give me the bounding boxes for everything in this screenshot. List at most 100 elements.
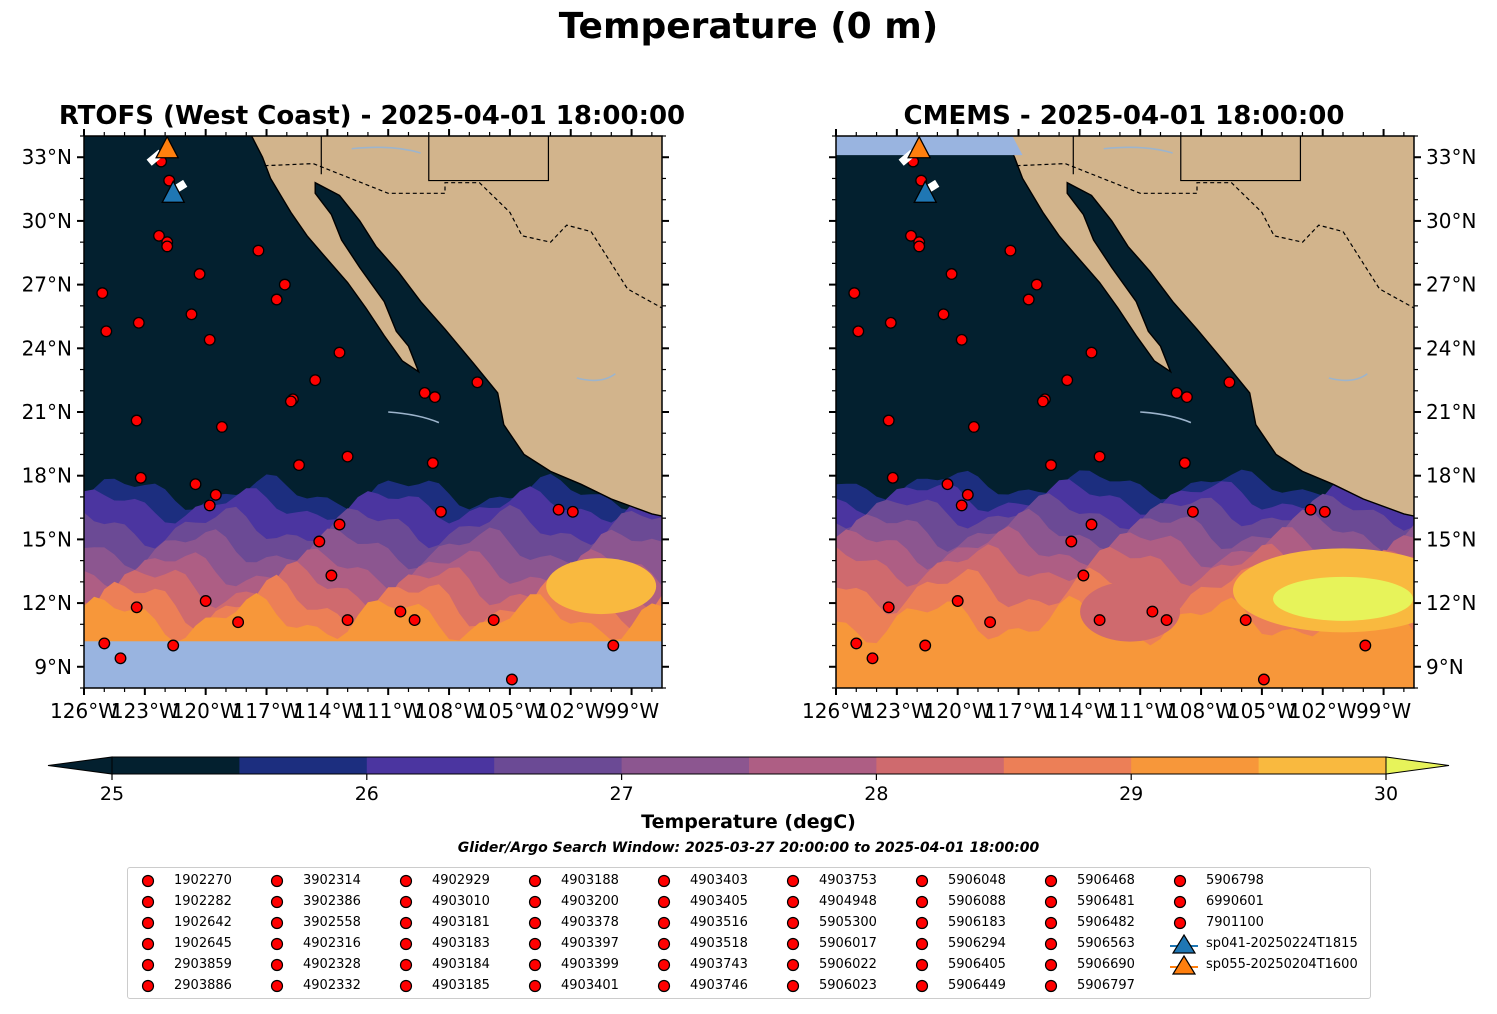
argo-float-marker (1180, 391, 1193, 404)
colorbar-segment (494, 757, 623, 774)
state-border (320, 136, 550, 182)
legend-item: 4902316 (267, 933, 361, 954)
land (250, 136, 662, 517)
eddy-patch (1080, 581, 1181, 642)
legend-item: 1902645 (138, 933, 232, 954)
argo-float-marker (232, 616, 245, 629)
legend-item: 1902282 (138, 891, 232, 912)
argo-float-marker (1160, 614, 1173, 627)
x-tick-label: 102°W (537, 699, 605, 723)
legend-item: 5906690 (1041, 954, 1135, 975)
no-data-region (836, 136, 1023, 156)
legend-item: 5906294 (912, 933, 1006, 954)
argo-circle-icon (1173, 895, 1187, 908)
argo-float-marker (209, 488, 222, 501)
argo-float-marker (937, 308, 950, 321)
legend-item: sp055-20250204T1600 (1170, 954, 1358, 975)
argo-circle-icon (915, 874, 929, 887)
colorbar-segment (1003, 757, 1132, 774)
legend-item: 5906405 (912, 954, 1006, 975)
argo-float-marker (1085, 518, 1098, 531)
argo-circle-icon (528, 874, 542, 887)
colorbar-segment (621, 757, 750, 774)
x-tick-label: 99°W (604, 699, 659, 723)
argo-circle-icon (399, 958, 413, 971)
y-tick-label: 15°N (22, 527, 72, 551)
y-tick-label: 18°N (1426, 464, 1476, 488)
argo-circle-icon (1044, 979, 1058, 992)
legend-label: 1902642 (174, 915, 232, 930)
legend-label: 4903183 (432, 936, 490, 951)
argo-circle-icon (657, 895, 671, 908)
argo-float-marker (203, 499, 216, 512)
colorbar-segment (366, 757, 495, 774)
legend-label: 4903188 (561, 873, 619, 888)
legend-label: 4902332 (303, 978, 361, 993)
colorbar-tick-label: 26 (354, 783, 379, 805)
argo-float-marker (505, 673, 518, 686)
x-tick-label: 123°W (863, 699, 931, 723)
argo-float-marker (1093, 614, 1106, 627)
colorbar-tick-label: 25 (99, 783, 125, 805)
legend-label: 4903403 (690, 873, 748, 888)
colorbar-tick-label: 28 (864, 783, 889, 805)
legend-label: 3902314 (303, 873, 361, 888)
argo-float-marker (270, 293, 283, 306)
y-tick-label: 12°N (22, 591, 72, 615)
legend-label: 3902386 (303, 894, 361, 909)
argo-float-marker (919, 639, 932, 652)
legend-item: 5906449 (912, 975, 1006, 996)
argo-circle-icon (399, 874, 413, 887)
x-tick-label: 126°W (802, 699, 870, 723)
y-tick-label: 30°N (22, 209, 72, 233)
argo-float-marker (1239, 614, 1252, 627)
legend-label: 5906023 (819, 978, 877, 993)
argo-float-marker (325, 569, 338, 582)
argo-float-marker (341, 614, 354, 627)
argo-float-marker (1359, 639, 1372, 652)
argo-float-marker (1093, 450, 1106, 463)
legend-item: 3902558 (267, 912, 361, 933)
argo-float-marker (886, 471, 899, 484)
legend-label: sp041-20250224T1815 (1206, 936, 1358, 951)
legend-item: 4903397 (525, 933, 619, 954)
legend-item: 5906183 (912, 912, 1006, 933)
legend-item: 4903746 (654, 975, 748, 996)
legend-label: 6990601 (1206, 894, 1264, 909)
argo-float-marker (130, 601, 143, 614)
argo-circle-icon (141, 874, 155, 887)
argo-float-marker (866, 652, 879, 665)
legend-label: 5906449 (948, 978, 1006, 993)
legend-item: 4902929 (396, 870, 490, 891)
legend-item: 2903859 (138, 954, 232, 975)
argo-float-marker (882, 414, 895, 427)
legend-item: sp041-20250224T1815 (1170, 933, 1358, 954)
argo-float-marker (967, 420, 980, 433)
x-tick-label: 126°W (50, 699, 118, 723)
y-tick-label: 21°N (22, 400, 72, 424)
argo-float-marker (1304, 503, 1317, 516)
legend-label: 4903378 (561, 915, 619, 930)
legend-item: 4903200 (525, 891, 619, 912)
argo-circle-icon (1044, 895, 1058, 908)
x-tick-label: 108°W (1167, 699, 1235, 723)
argo-float-marker (1036, 395, 1049, 408)
argo-float-marker (193, 268, 206, 280)
legend-item: 5906481 (1041, 891, 1135, 912)
argo-circle-icon (528, 895, 542, 908)
legend-item: 4903184 (396, 954, 490, 975)
argo-float-marker (1178, 457, 1191, 469)
argo-float-marker (333, 346, 346, 359)
y-tick-label: 24°N (1426, 336, 1476, 360)
argo-circle-icon (399, 937, 413, 950)
legend-label: 4903184 (432, 957, 490, 972)
legend-label: 4903397 (561, 936, 619, 951)
legend-item: 4903188 (525, 870, 619, 891)
argo-circle-icon (399, 979, 413, 992)
y-tick-label: 27°N (1426, 273, 1476, 297)
y-tick-label: 24°N (22, 336, 72, 360)
x-tick-label: 120°W (924, 699, 992, 723)
legend-label: 2903859 (174, 957, 232, 972)
panel-title-cmems: CMEMS - 2025-04-01 18:00:00 (903, 101, 1345, 131)
argo-float-marker (130, 414, 143, 427)
